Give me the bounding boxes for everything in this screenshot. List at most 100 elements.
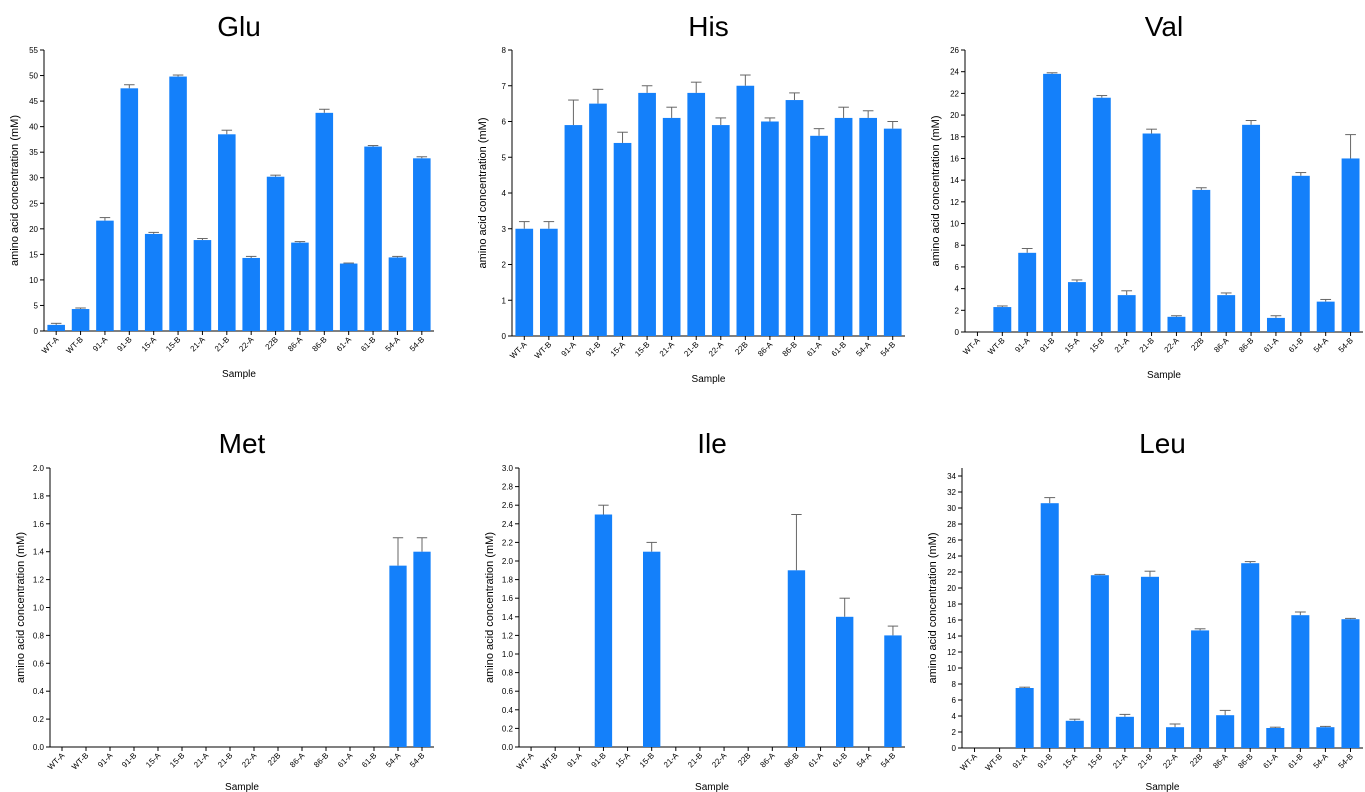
bar-91-b: [120, 88, 139, 332]
bar-54-b: [1341, 619, 1360, 748]
bar-wt-a: [47, 324, 65, 331]
bar-15-b: [1092, 97, 1111, 332]
x-axis-label: Sample: [1146, 782, 1180, 792]
bar-61-b: [1291, 175, 1310, 332]
y-tick-label: 0.0: [502, 743, 514, 752]
bar-22b: [1192, 189, 1211, 332]
y-tick-label: 18: [950, 133, 959, 142]
y-tick-label: 4: [502, 189, 507, 198]
x-tick-label: 22B: [733, 340, 749, 356]
bar-54-b: [413, 551, 431, 747]
x-tick-label: 61-A: [336, 751, 355, 770]
y-tick-label: 0.2: [502, 724, 514, 733]
y-tick-label: 16: [950, 154, 959, 163]
x-tick-label: 86-B: [1236, 752, 1254, 770]
x-tick-label: 21-B: [1138, 336, 1156, 354]
y-tick-label: 0.6: [33, 659, 45, 668]
x-tick-label: 15-B: [168, 751, 186, 769]
x-tick-label: 91-A: [560, 340, 579, 359]
bar-21-a: [1117, 295, 1136, 332]
x-tick-label: 15-B: [638, 751, 656, 769]
chart-title: Ile: [697, 428, 727, 459]
x-tick-label: 86-A: [758, 751, 777, 770]
x-tick-label: 61-B: [359, 335, 377, 353]
x-tick-label: 91-A: [1013, 336, 1032, 355]
y-tick-label: 24: [947, 552, 956, 561]
x-tick-label: 54-A: [384, 751, 403, 770]
x-tick-label: WT-B: [986, 336, 1007, 357]
bar-86-a: [1216, 715, 1235, 748]
bar-15-b: [169, 76, 187, 331]
x-tick-label: 91-B: [1038, 336, 1056, 354]
x-tick-label: 54-B: [1337, 752, 1355, 770]
x-tick-label: 22-A: [1163, 336, 1182, 355]
y-tick-label: 0.6: [502, 687, 514, 696]
bar-61-a: [1266, 317, 1285, 332]
x-tick-label: 22-A: [240, 751, 259, 770]
x-tick-label: 15-A: [1061, 752, 1080, 771]
x-tick-label: 91-A: [1011, 752, 1030, 771]
x-tick-label: 54-A: [1312, 336, 1331, 355]
x-tick-label: 22B: [1188, 752, 1204, 768]
bar-91-b: [1043, 73, 1062, 332]
x-tick-label: 86-B: [783, 751, 801, 769]
y-tick-label: 20: [29, 225, 38, 234]
y-tick-label: 0: [502, 332, 507, 341]
x-tick-label: 21-A: [662, 751, 681, 770]
y-tick-label: 1.0: [502, 650, 514, 659]
bar-91-a: [1015, 688, 1034, 748]
x-tick-label: 61-A: [1261, 752, 1280, 771]
x-tick-label: 15-A: [144, 751, 163, 770]
bar-61-a: [339, 263, 358, 331]
y-tick-label: 0.4: [502, 706, 514, 715]
x-tick-label: 21-A: [1113, 336, 1132, 355]
x-tick-label: 61-B: [1287, 336, 1305, 354]
x-tick-label: 54-B: [879, 340, 897, 358]
x-tick-label: 86-B: [310, 335, 328, 353]
bar-86-b: [1241, 563, 1260, 748]
y-tick-label: 26: [947, 536, 956, 545]
x-tick-label: WT-A: [961, 336, 982, 357]
y-tick-label: 10: [947, 664, 956, 673]
bar-86-a: [291, 242, 309, 331]
y-tick-label: 55: [29, 46, 38, 55]
x-tick-label: 15-B: [1086, 752, 1104, 770]
bar-15-a: [613, 142, 632, 336]
x-tick-label: 21-B: [216, 751, 234, 769]
y-tick-label: 3: [502, 225, 507, 234]
y-tick-label: 4: [952, 712, 957, 721]
x-tick-label: 22B: [1189, 336, 1205, 352]
x-tick-label: 21-B: [213, 335, 231, 353]
bar-86-b: [1242, 124, 1261, 332]
bar-wt-b: [71, 309, 90, 331]
y-tick-label: 1.8: [33, 492, 45, 501]
x-tick-label: 21-A: [1111, 752, 1130, 771]
y-tick-label: 20: [947, 584, 956, 593]
x-tick-label: 15-A: [140, 335, 159, 354]
x-tick-label: WT-B: [533, 340, 554, 361]
y-tick-label: 12: [950, 198, 959, 207]
bar-54-b: [884, 635, 902, 747]
y-tick-label: 32: [947, 488, 956, 497]
bar-15-a: [1067, 282, 1086, 332]
x-tick-label: 61-B: [1286, 752, 1304, 770]
bar-22b: [736, 85, 755, 336]
x-tick-label: 22-A: [710, 751, 729, 770]
y-tick-label: 12: [947, 648, 956, 657]
x-tick-label: 86-A: [288, 751, 307, 770]
y-tick-label: 0.8: [502, 669, 514, 678]
x-tick-label: 15-A: [614, 751, 633, 770]
bar-22b: [266, 176, 285, 331]
bar-wt-b: [993, 307, 1012, 332]
y-tick-label: 26: [950, 46, 959, 55]
bar-86-b: [785, 100, 804, 336]
y-tick-label: 16: [947, 616, 956, 625]
bar-61-a: [810, 135, 828, 336]
bar-91-b: [594, 514, 613, 747]
y-tick-label: 0: [952, 744, 957, 753]
x-tick-label: 61-B: [830, 340, 848, 358]
y-tick-label: 2.0: [502, 557, 514, 566]
y-tick-label: 5: [34, 301, 39, 310]
x-tick-label: 21-A: [658, 340, 677, 359]
bar-54-a: [1316, 301, 1335, 332]
